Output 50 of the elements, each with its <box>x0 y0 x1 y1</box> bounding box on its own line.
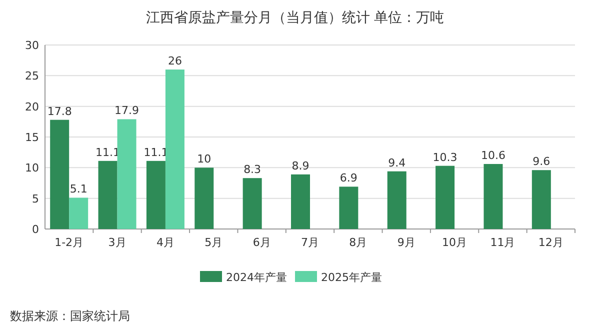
data-label: 10.3 <box>432 150 458 164</box>
bar <box>242 178 262 229</box>
data-label: 11.1 <box>144 146 168 159</box>
data-label: 11.1 <box>96 146 120 159</box>
bar <box>117 119 136 229</box>
legend-label: 2024年产量 <box>226 271 287 284</box>
data-label: 10.6 <box>480 148 506 162</box>
x-tick-label: 3月 <box>108 236 126 249</box>
data-label: 9.6 <box>532 155 550 168</box>
y-tick-label: 0 <box>32 223 39 236</box>
data-label: 5.1 <box>70 182 88 196</box>
bar <box>339 186 358 229</box>
data-label: 17.8 <box>47 104 72 118</box>
bar <box>291 174 310 229</box>
x-tick-label: 8月 <box>349 236 368 249</box>
bar <box>165 70 184 229</box>
y-tick-label: 20 <box>25 100 39 114</box>
x-tick-label: 7月 <box>301 236 319 249</box>
x-tick-label: 4月 <box>156 236 174 249</box>
x-tick-label: 5月 <box>204 236 223 249</box>
y-tick-label: 5 <box>32 192 39 206</box>
bar <box>436 166 455 229</box>
x-tick-label: 10月 <box>442 236 468 249</box>
bar <box>146 160 166 229</box>
data-label: 10 <box>197 152 212 166</box>
x-tick-label: 11月 <box>490 236 516 249</box>
data-label: 17.9 <box>114 104 140 118</box>
y-tick-label: 10 <box>25 162 39 175</box>
data-label: 8.3 <box>244 163 262 176</box>
legend-label: 2025年产量 <box>321 271 382 284</box>
y-tick-label: 15 <box>25 131 39 144</box>
x-tick-label: 6月 <box>252 236 271 249</box>
data-label: 8.9 <box>292 159 310 172</box>
y-tick-label: 30 <box>25 39 39 52</box>
chart-title: 江西省原盐产量分月（当月值）统计 单位：万吨 <box>146 10 444 26</box>
x-tick-label: 12月 <box>538 236 564 249</box>
bar <box>69 198 88 229</box>
bar <box>50 120 70 229</box>
y-tick-label: 25 <box>25 70 39 83</box>
x-tick-label: 1-2月 <box>54 236 84 249</box>
data-label: 26 <box>168 54 182 68</box>
data-label: 9.4 <box>388 156 406 170</box>
bar <box>387 171 406 229</box>
x-tick-label: 9月 <box>397 236 416 249</box>
bar <box>98 160 118 229</box>
bar <box>194 168 214 229</box>
source-note: 数据来源：国家统计局 <box>10 309 130 323</box>
bar <box>484 164 503 229</box>
data-label: 6.9 <box>340 172 358 185</box>
bar <box>532 170 551 229</box>
